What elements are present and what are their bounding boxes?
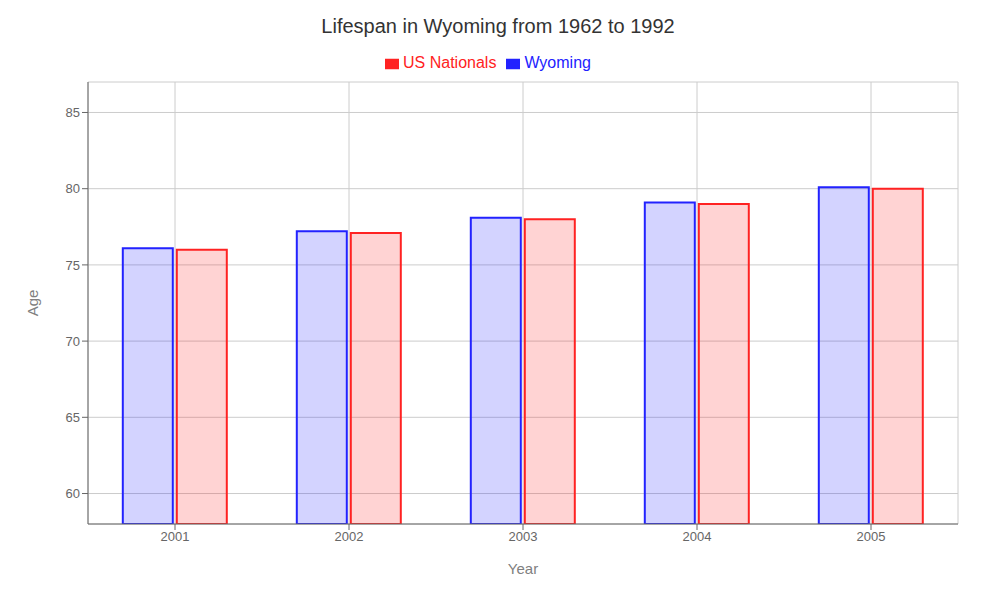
svg-text:Age: Age xyxy=(24,290,41,317)
svg-text:60: 60 xyxy=(66,486,80,501)
svg-text:2005: 2005 xyxy=(857,529,886,544)
svg-text:2003: 2003 xyxy=(509,529,538,544)
svg-text:2004: 2004 xyxy=(683,529,712,544)
html-text:Wyoming: Wyoming xyxy=(524,54,591,71)
svg-text:Year: Year xyxy=(508,560,538,577)
html-text:Lifespan in Wyoming from 1962: Lifespan in Wyoming from 1962 to 1992 xyxy=(321,15,675,37)
svg-text:75: 75 xyxy=(66,258,80,273)
svg-text:65: 65 xyxy=(66,410,80,425)
svg-text:70: 70 xyxy=(66,334,80,349)
svg-text:2001: 2001 xyxy=(161,529,190,544)
html-text:US Nationals: US Nationals xyxy=(403,54,497,71)
svg-text:2002: 2002 xyxy=(335,529,364,544)
svg-text:80: 80 xyxy=(66,181,80,196)
svg-text:85: 85 xyxy=(66,105,80,120)
